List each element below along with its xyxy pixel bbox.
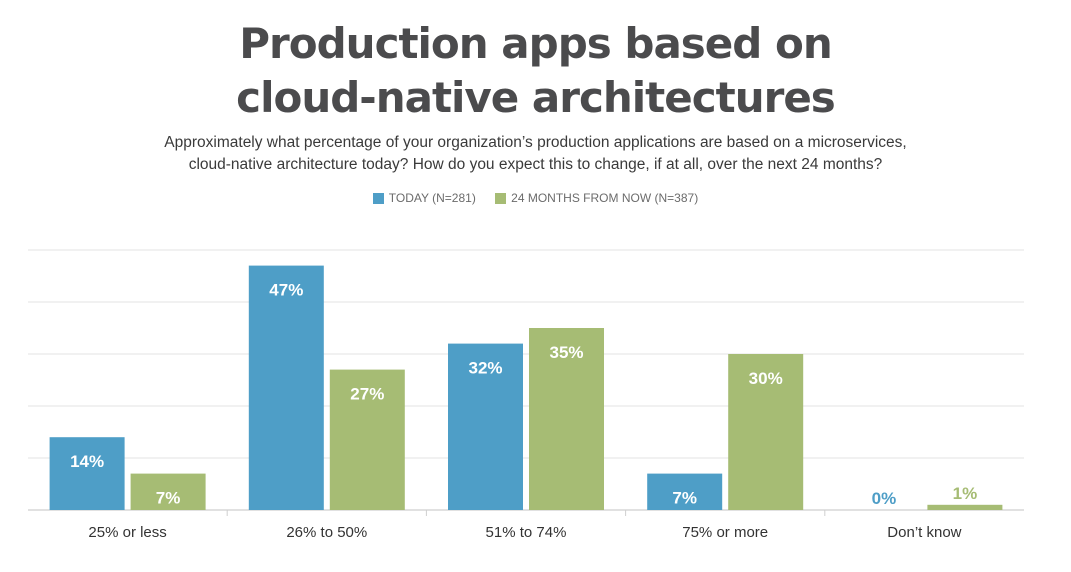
bar-24-months-5	[927, 504, 1003, 510]
bar-value-label: 47%	[269, 281, 303, 300]
bar-value-label: 35%	[549, 343, 583, 362]
bar-today-2	[248, 265, 324, 510]
bar-value-label: 7%	[156, 489, 181, 508]
bar-today-1	[49, 437, 125, 510]
x-tick-label: 75% or more	[682, 524, 768, 541]
bar-value-label: 32%	[468, 359, 502, 378]
chart-subtitle-line-2: cloud-native architecture today? How do …	[188, 156, 883, 173]
legend-label-today: TODAY (N=281)	[388, 191, 476, 205]
chart-subtitle-line-1: Approximately what percentage of your or…	[164, 134, 907, 151]
bar-value-label: 27%	[350, 385, 384, 404]
bar-value-label: 14%	[70, 452, 104, 471]
bar-value-label: 7%	[672, 489, 697, 508]
bar-24-months-1	[130, 473, 206, 510]
x-tick-label: 51% to 74%	[486, 524, 567, 541]
bar-24-months-3	[529, 328, 604, 510]
chart-title-line-1: Production apps based on	[239, 19, 833, 68]
bar-value-label: 0%	[872, 489, 897, 508]
x-tick-label: Don’t know	[887, 524, 961, 541]
legend-item-24-months: 24 MONTHS FROM NOW (N=387)	[495, 191, 698, 205]
x-tick-label: 26% to 50%	[286, 524, 367, 541]
bar-today-3	[448, 343, 523, 510]
legend-swatch-today	[372, 192, 384, 204]
bar-24-months-2	[329, 369, 405, 510]
bar-value-label: 30%	[749, 369, 783, 388]
x-tick-label: 25% or less	[88, 524, 166, 541]
bar-24-months-4	[728, 354, 804, 510]
legend-item-today: TODAY (N=281)	[372, 191, 476, 205]
legend-swatch-24-months	[495, 192, 507, 204]
bar-value-label: 1%	[953, 484, 978, 503]
legend: TODAY (N=281) 24 MONTHS FROM NOW (N=387)	[0, 191, 1071, 207]
bar-today-4	[647, 473, 723, 510]
legend-label-24-months: 24 MONTHS FROM NOW (N=387)	[511, 191, 699, 205]
chart-title-line-2: cloud-native architectures	[236, 73, 836, 122]
